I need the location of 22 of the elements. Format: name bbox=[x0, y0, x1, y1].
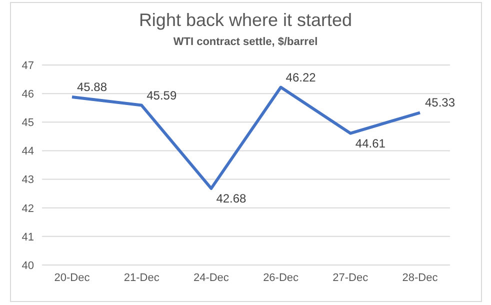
data-label: 45.33 bbox=[425, 96, 456, 110]
x-tick-label: 20-Dec bbox=[54, 272, 90, 284]
data-label: 44.61 bbox=[355, 136, 386, 150]
x-tick-label: 24-Dec bbox=[193, 272, 230, 284]
y-tick-label: 45 bbox=[22, 117, 34, 130]
chart-subtitle: WTI contract settle, $/barrel bbox=[172, 36, 319, 48]
x-tick-label: 28-Dec bbox=[402, 272, 438, 284]
data-label: 45.59 bbox=[146, 88, 177, 102]
y-tick-label: 41 bbox=[22, 231, 34, 244]
y-tick-label: 42 bbox=[22, 202, 34, 215]
data-label: 46.22 bbox=[286, 70, 316, 84]
x-tick-label: 21-Dec bbox=[124, 272, 160, 284]
y-tick-label: 43 bbox=[22, 174, 34, 186]
chart-title: Right back where it started bbox=[138, 10, 354, 31]
y-tick-label: 40 bbox=[22, 260, 34, 272]
data-label: 42.68 bbox=[216, 191, 247, 206]
data-label: 45.88 bbox=[77, 80, 108, 94]
x-tick-label: 26-Dec bbox=[263, 272, 300, 284]
y-tick-label: 47 bbox=[22, 60, 34, 72]
y-tick-label: 46 bbox=[22, 88, 34, 100]
x-tick-label: 27-Dec bbox=[332, 272, 369, 284]
y-tick-label: 44 bbox=[22, 146, 34, 158]
